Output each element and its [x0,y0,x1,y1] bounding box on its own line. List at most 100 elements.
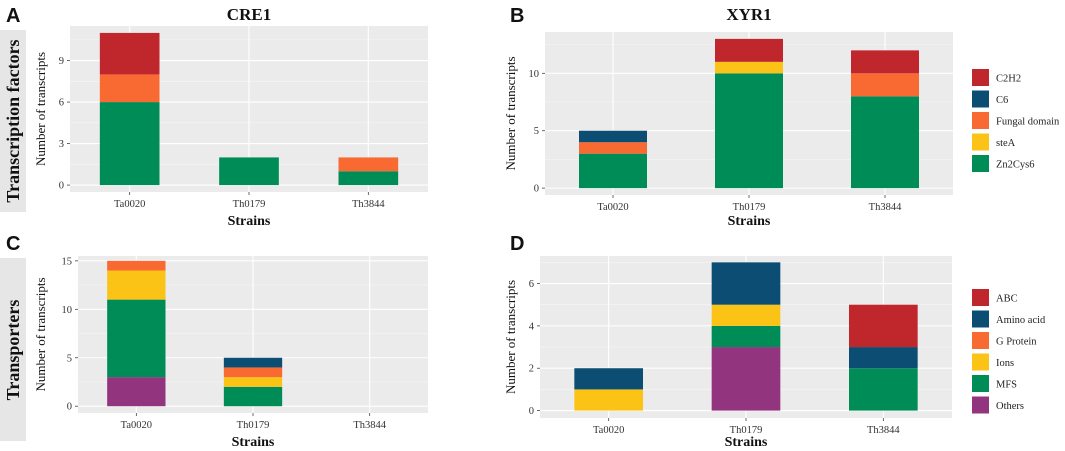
x-tick-label: Th0179 [730,425,763,436]
bar-th0179-amino-acid [711,262,781,305]
bar-ta0020-g-protein [107,260,166,271]
legend-label-mfs: MFS [996,380,1017,391]
bar-ta0020-fungal-domain [579,142,647,154]
legend-label-zn2cys6: Zn2Cys6 [996,160,1035,171]
row-label-transporters: Transporters [3,300,23,401]
y-tick-label: 10 [529,69,540,80]
x-tick-label: Ta0020 [114,199,145,210]
y-tick-label: 9 [59,56,64,67]
legend-swatch-others [972,396,989,414]
bar-th3844-c2h2 [851,50,919,74]
x-axis-label: Strains [232,435,275,450]
bar-th0179-mfs [711,325,781,348]
bar-th0179-zn2cys6 [219,157,279,186]
y-tick-label: 2 [529,364,534,375]
bar-th0179-others [711,347,781,411]
bar-th0179-zn2cys6 [715,73,783,189]
panel-a-cre1-chart: A CRE1 0 3 6 9 Ta0020 Th0179 Th3844 Strains Number… [6,5,428,229]
x-tick-label: Th0179 [237,420,270,431]
x-axis-label: Strains [228,214,271,229]
y-tick-label: 5 [67,353,72,364]
x-tick-label: Th0179 [233,199,266,210]
bar-th0179-g-protein [223,367,283,378]
bar-th0179-mfs [223,386,283,407]
legend-swatch-c6 [972,90,989,108]
x-tick-label: Th3844 [869,202,902,213]
legend-swatch-zn2cys6 [972,155,989,172]
x-tick-label: Ta0020 [121,420,152,431]
bar-ta0020-others [107,377,166,407]
bar-th3844-zn2cys6 [338,171,399,186]
legend-swatch-mfs [972,375,989,392]
bar-th3844-mfs [849,368,918,411]
x-tick-label: Th3844 [352,199,385,210]
legend-swatch-ions [972,353,989,371]
bar-th3844-zn2cys6 [851,96,919,189]
x-tick-label: Th3844 [867,425,900,436]
chart-title: XYR1 [726,5,771,24]
panel-letter-a: A [6,5,20,27]
bar-th0179-ions [223,377,283,387]
y-tick-label: 0 [529,406,534,417]
legend-label-c2h2: C2H2 [996,74,1021,85]
bar-ta0020-ions [574,389,643,411]
row-label-transcription-factors: Transcription factors [3,39,23,202]
legend-label-fungal-domain: Fungal domain [996,117,1060,128]
legend-label-c6: C6 [996,95,1008,106]
y-tick-label: 0 [534,184,539,195]
legend-label-ions: Ions [996,358,1014,369]
bar-th3844-abc [849,304,918,348]
bar-th0179-ions [711,304,781,326]
y-axis-label: Number of transcripts [503,56,518,170]
row-strip-transporters: Transporters [0,258,26,441]
legend: ABC Amino acid G Protein Ions MFS Others [972,289,1046,414]
legend-swatch-fungal-domain [972,112,989,129]
legend-label-amino-acid: Amino acid [996,315,1046,326]
bar-th3844-amino-acid [849,347,918,369]
legend-swatch-c2h2 [972,69,989,86]
x-axis-label: Strains [728,214,771,229]
y-axis-label: Number of transcripts [33,277,48,391]
bar-ta0020-zn2cys6 [579,153,647,189]
bar-th0179-amino-acid [223,357,283,368]
x-axis-label: Strains [725,435,768,450]
bar-th3844-fungal-domain [851,73,919,97]
y-tick-label: 6 [529,279,534,290]
bar-ta0020-zn2cys6 [99,102,160,186]
y-tick-label: 0 [59,181,64,192]
bar-ta0020-c6 [579,130,647,143]
y-tick-label: 10 [62,305,73,316]
legend-label-stea: steA [996,138,1016,149]
chart-title: CRE1 [227,5,271,24]
y-tick-label: 15 [62,256,73,267]
legend-swatch-g-protein [972,332,989,349]
legend-swatch-abc [972,289,989,306]
bar-ta0020-amino-acid [574,368,643,390]
y-tick-label: 3 [59,139,64,150]
y-tick-label: 0 [67,402,72,413]
legend-label-abc: ABC [996,294,1018,305]
legend-label-others: Others [996,401,1024,412]
x-tick-label: Th0179 [733,202,766,213]
panel-letter-b: B [510,5,524,27]
bar-ta0020-mfs [107,299,166,378]
y-axis-label: Number of transcripts [503,280,518,394]
bar-th0179-c2h2 [715,38,783,62]
x-tick-label: Ta0020 [593,425,624,436]
panel-letter-d: D [510,233,524,255]
panel-d-transporters-xyr1-chart: D 0 2 4 6 Ta0020 Th0179 Th3844 Strains Number of … [503,233,1046,450]
legend-swatch-stea [972,133,989,151]
panel-b-xyr1-chart: B XYR1 0 5 10 Ta0020 Th0179 Th3844 Strains Number… [503,5,1060,229]
y-tick-label: 4 [529,321,535,332]
bar-ta0020-c2h2 [99,32,160,75]
y-tick-label: 6 [59,98,64,109]
legend: C2H2 C6 Fungal domain steA Zn2Cys6 [972,69,1060,172]
bar-th0179-stea [715,61,783,74]
row-strip-transcription-factors: Transcription factors [0,30,26,212]
y-axis-label: Number of transcripts [33,52,48,166]
bar-th3844-fungal-domain [338,157,399,172]
legend-label-g-protein: G Protein [996,337,1037,348]
panel-c-transporters-cre1-chart: C 0 5 10 15 Ta0020 Th0179 Th3844 Strains Number o… [6,233,428,450]
bar-ta0020-fungal-domain [99,74,160,103]
